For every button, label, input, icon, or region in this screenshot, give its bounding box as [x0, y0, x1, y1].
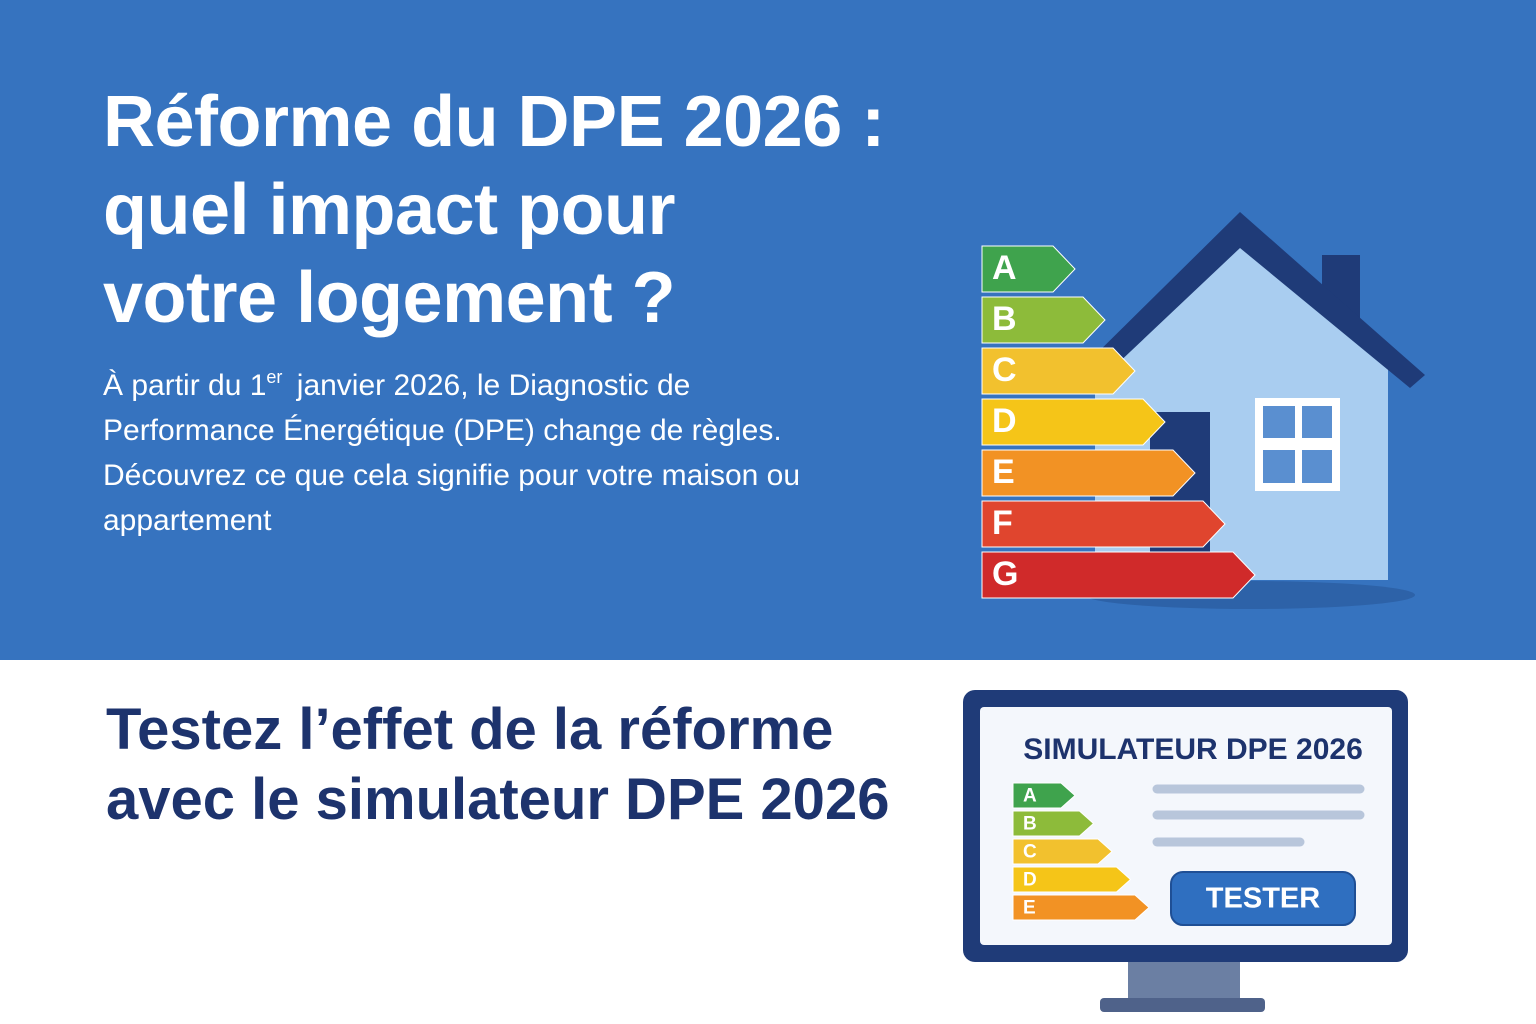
window-pane — [1302, 406, 1332, 438]
energy-letter: C — [1023, 842, 1037, 863]
energy-letter: D — [1023, 870, 1037, 891]
energy-letter: E — [1023, 898, 1036, 919]
monitor-base — [1100, 998, 1265, 1012]
energy-bar — [1012, 782, 1076, 809]
intro-text-start: À partir du 1 — [103, 369, 267, 402]
energy-letter: F — [992, 504, 1013, 542]
energy-bar — [1012, 894, 1150, 921]
title-line: Réforme du DPE 2026 : — [103, 82, 885, 162]
energy-bar — [981, 245, 1076, 293]
window-pane — [1302, 450, 1332, 483]
button-background[interactable] — [1170, 871, 1356, 926]
window-pane — [1263, 406, 1295, 438]
energy-bar — [1012, 866, 1132, 893]
energy-letter: B — [1023, 814, 1037, 835]
energy-letter: B — [992, 300, 1017, 338]
energy-letter: C — [992, 351, 1017, 389]
energy-bar — [981, 296, 1106, 344]
energy-bar — [981, 500, 1226, 548]
energy-letter: G — [992, 555, 1018, 593]
roof — [1080, 212, 1425, 388]
simulator-heading: Testez l’effet de la réforme avec le sim… — [106, 695, 889, 835]
heading-line: Testez l’effet de la réforme — [106, 697, 834, 762]
energy-bar — [981, 398, 1166, 446]
energy-letter: D — [992, 402, 1017, 440]
screen-title: SIMULATEUR DPE 2026 — [1023, 733, 1363, 766]
energy-bar — [981, 551, 1256, 599]
intro-superscript: er — [266, 367, 283, 387]
intro-text: À partir du 1er janvier 2026, le Diagnos… — [103, 363, 843, 543]
energy-bar — [1012, 810, 1095, 837]
tester-button[interactable]: TESTER — [1170, 871, 1356, 926]
monitor-neck — [1128, 958, 1240, 1002]
title-line: quel impact pour — [103, 170, 676, 250]
energy-bar — [1012, 838, 1113, 865]
energy-bar — [981, 449, 1196, 497]
energy-letter: A — [992, 249, 1017, 287]
energy-letter: E — [992, 453, 1015, 491]
window-pane — [1263, 450, 1295, 483]
energy-bar — [981, 347, 1136, 395]
heading-line: avec le simulateur DPE 2026 — [106, 767, 890, 832]
hero-title: Réforme du DPE 2026 : quel impact pour v… — [103, 78, 885, 342]
button-label[interactable]: TESTER — [1206, 883, 1320, 915]
energy-letter: A — [1023, 786, 1037, 807]
title-line: votre logement ? — [103, 258, 676, 338]
intro-text-rest: janvier 2026, le Diagnostic de Performan… — [103, 369, 801, 537]
